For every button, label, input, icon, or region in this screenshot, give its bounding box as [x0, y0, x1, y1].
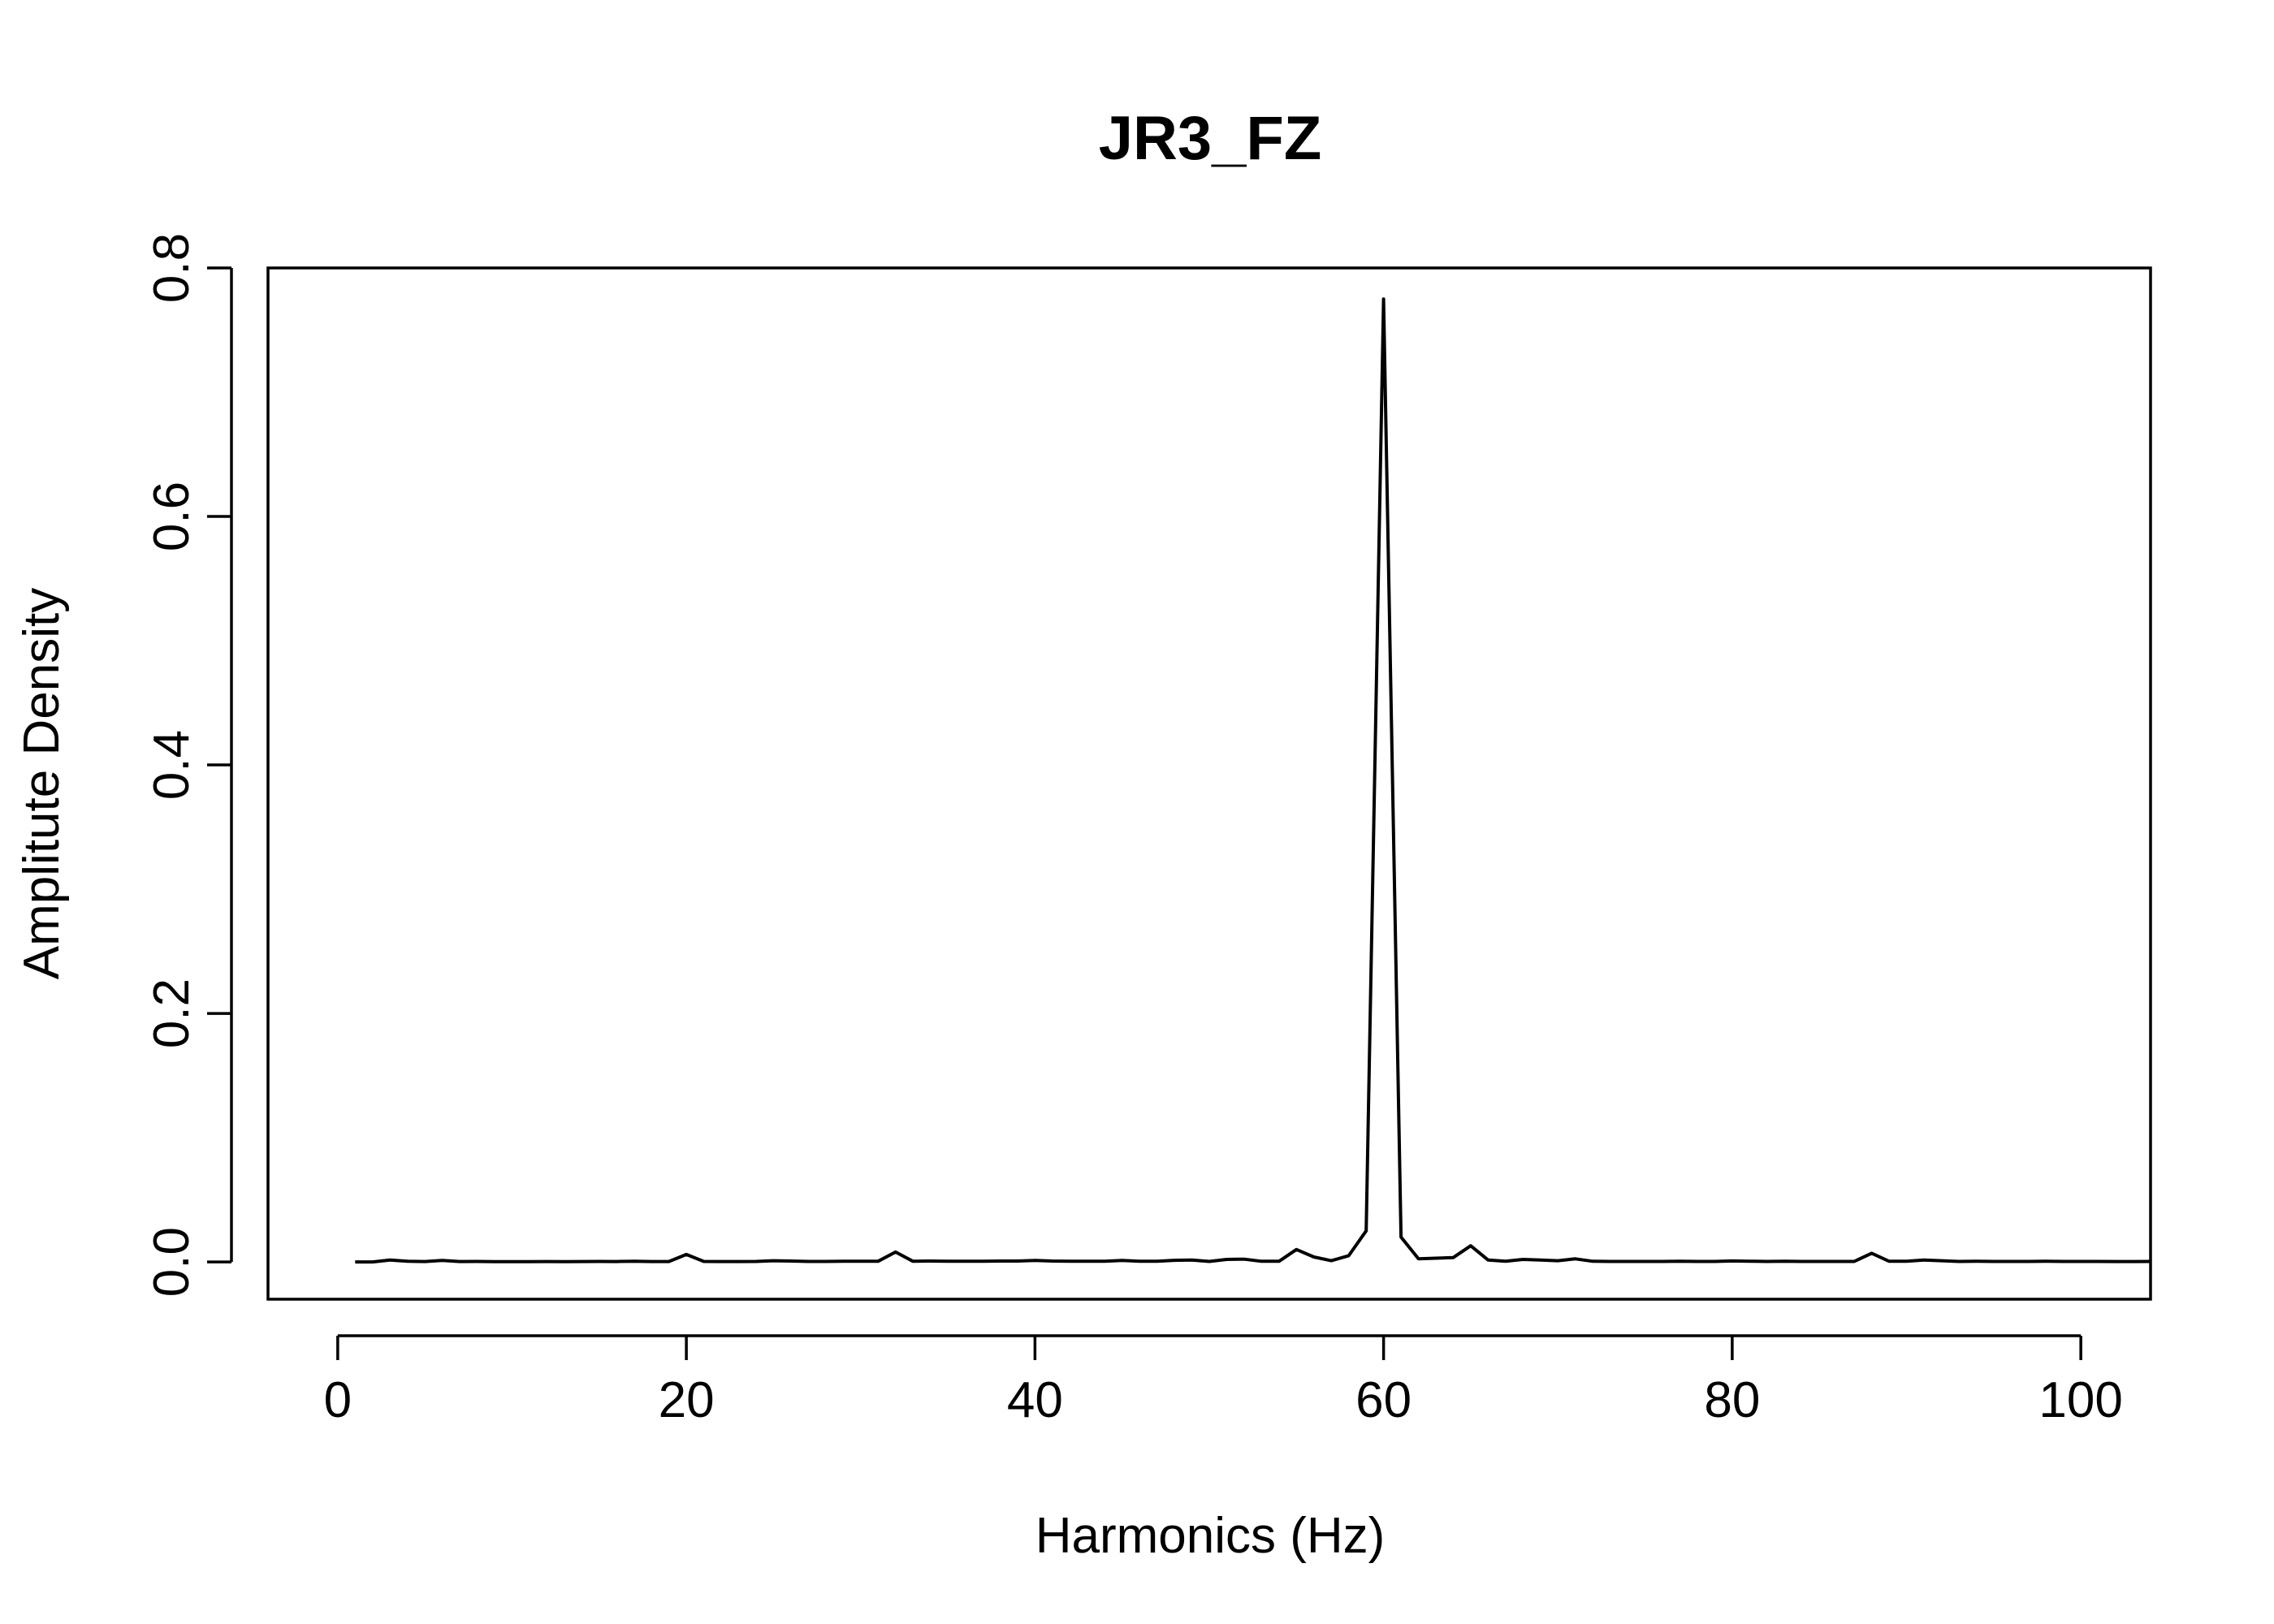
plot-frame [266, 266, 2152, 1301]
x-tick-label: 100 [2038, 1372, 2122, 1428]
y-axis: 0.0 0.2 0.4 0.6 0.8 [144, 233, 233, 1297]
chart-title: JR3_FZ [1099, 104, 1322, 173]
x-axis: 0 20 40 60 80 100 [324, 1334, 2123, 1428]
y-tick-label: 0.8 [144, 233, 200, 303]
x-axis-label: Harmonics (Hz) [1035, 1508, 1386, 1564]
x-tick-label: 0 [324, 1372, 352, 1428]
y-tick-label: 0.2 [144, 978, 200, 1048]
x-tick-label: 80 [1704, 1372, 1760, 1428]
y-axis-label: Amplitute Density [14, 588, 70, 979]
y-tick-label: 0.4 [144, 730, 200, 800]
x-tick-label: 40 [1007, 1372, 1063, 1428]
x-tick-label: 20 [659, 1372, 715, 1428]
y-tick-label: 0.6 [144, 482, 200, 551]
series-line [355, 297, 2151, 1264]
y-tick-label: 0.0 [144, 1227, 200, 1297]
x-tick-label: 60 [1355, 1372, 1412, 1428]
